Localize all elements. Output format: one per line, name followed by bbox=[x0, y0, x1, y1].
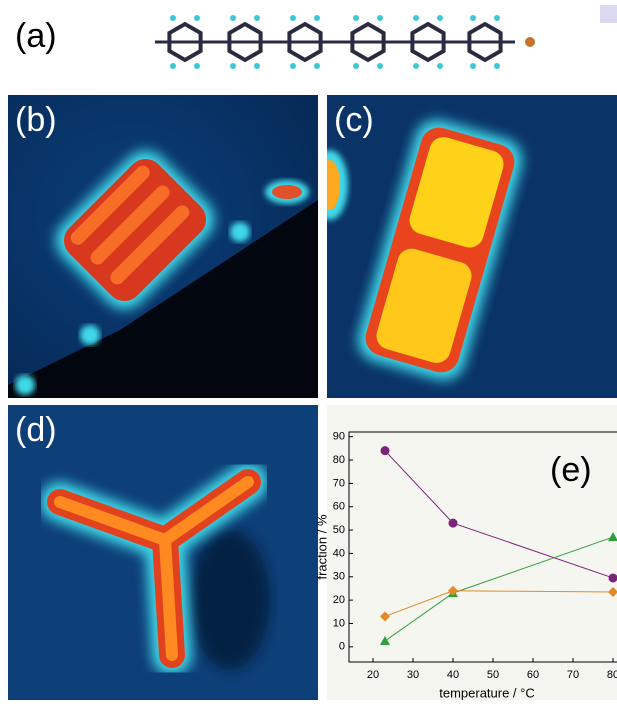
y-tick-label: 60 bbox=[333, 501, 345, 513]
stm-image-b bbox=[8, 95, 318, 398]
hydrogen bbox=[353, 63, 359, 69]
hydrogen bbox=[170, 63, 176, 69]
y-tick-label: 50 bbox=[333, 524, 345, 536]
point bbox=[381, 446, 390, 455]
y-tick-label: 80 bbox=[333, 454, 345, 466]
hydrogen bbox=[377, 15, 383, 21]
panel-label: (e) bbox=[550, 451, 592, 489]
hydrogen bbox=[194, 15, 200, 21]
hydrogen bbox=[437, 15, 443, 21]
y-axis-label: fraction / % bbox=[314, 514, 329, 579]
hydrogen bbox=[314, 63, 320, 69]
hydrogen bbox=[377, 63, 383, 69]
molecule bbox=[155, 15, 535, 69]
hydrogen bbox=[437, 63, 443, 69]
y-tick-label: 20 bbox=[333, 594, 345, 606]
point bbox=[449, 519, 458, 528]
page: (a) (b) (c) bbox=[0, 0, 617, 706]
stm-image-c bbox=[312, 95, 617, 398]
hydrogen bbox=[470, 15, 476, 21]
hydrogen bbox=[230, 63, 236, 69]
panel-label: (a) bbox=[15, 17, 57, 55]
y-tick-label: 40 bbox=[333, 547, 345, 559]
y-tick-label: 30 bbox=[333, 571, 345, 583]
hydrogen bbox=[170, 15, 176, 21]
x-tick-label: 30 bbox=[407, 669, 419, 681]
hydrogen bbox=[494, 63, 500, 69]
hydrogen bbox=[413, 15, 419, 21]
y-tick-label: 70 bbox=[333, 477, 345, 489]
hydrogen bbox=[194, 63, 200, 69]
hydrogen bbox=[230, 15, 236, 21]
x-tick-label: 70 bbox=[567, 669, 579, 681]
hydrogen bbox=[254, 15, 260, 21]
hydrogen bbox=[353, 15, 359, 21]
chart-background bbox=[327, 405, 617, 700]
hydrogen bbox=[290, 15, 296, 21]
figure: (a) (b) (c) bbox=[0, 0, 617, 706]
stm-image-d bbox=[8, 405, 318, 700]
hydrogen bbox=[494, 15, 500, 21]
panel-label: (c) bbox=[334, 101, 374, 139]
hydrogen bbox=[470, 63, 476, 69]
panel-label: (d) bbox=[15, 411, 57, 449]
y-tick-label: 0 bbox=[339, 641, 345, 653]
y-tick-label: 10 bbox=[333, 617, 345, 629]
hydrogen bbox=[254, 63, 260, 69]
x-axis-label: temperature / °C bbox=[439, 685, 535, 700]
hydrogen bbox=[290, 63, 296, 69]
y-tick-label: 90 bbox=[333, 431, 345, 443]
x-tick-label: 60 bbox=[527, 669, 539, 681]
panel-label: (b) bbox=[15, 101, 57, 139]
x-tick-label: 80 bbox=[607, 669, 617, 681]
x-tick-label: 40 bbox=[447, 669, 459, 681]
hydrogen bbox=[314, 15, 320, 21]
hydrogen bbox=[413, 63, 419, 69]
x-tick-label: 20 bbox=[367, 669, 379, 681]
x-tick-label: 50 bbox=[487, 669, 499, 681]
